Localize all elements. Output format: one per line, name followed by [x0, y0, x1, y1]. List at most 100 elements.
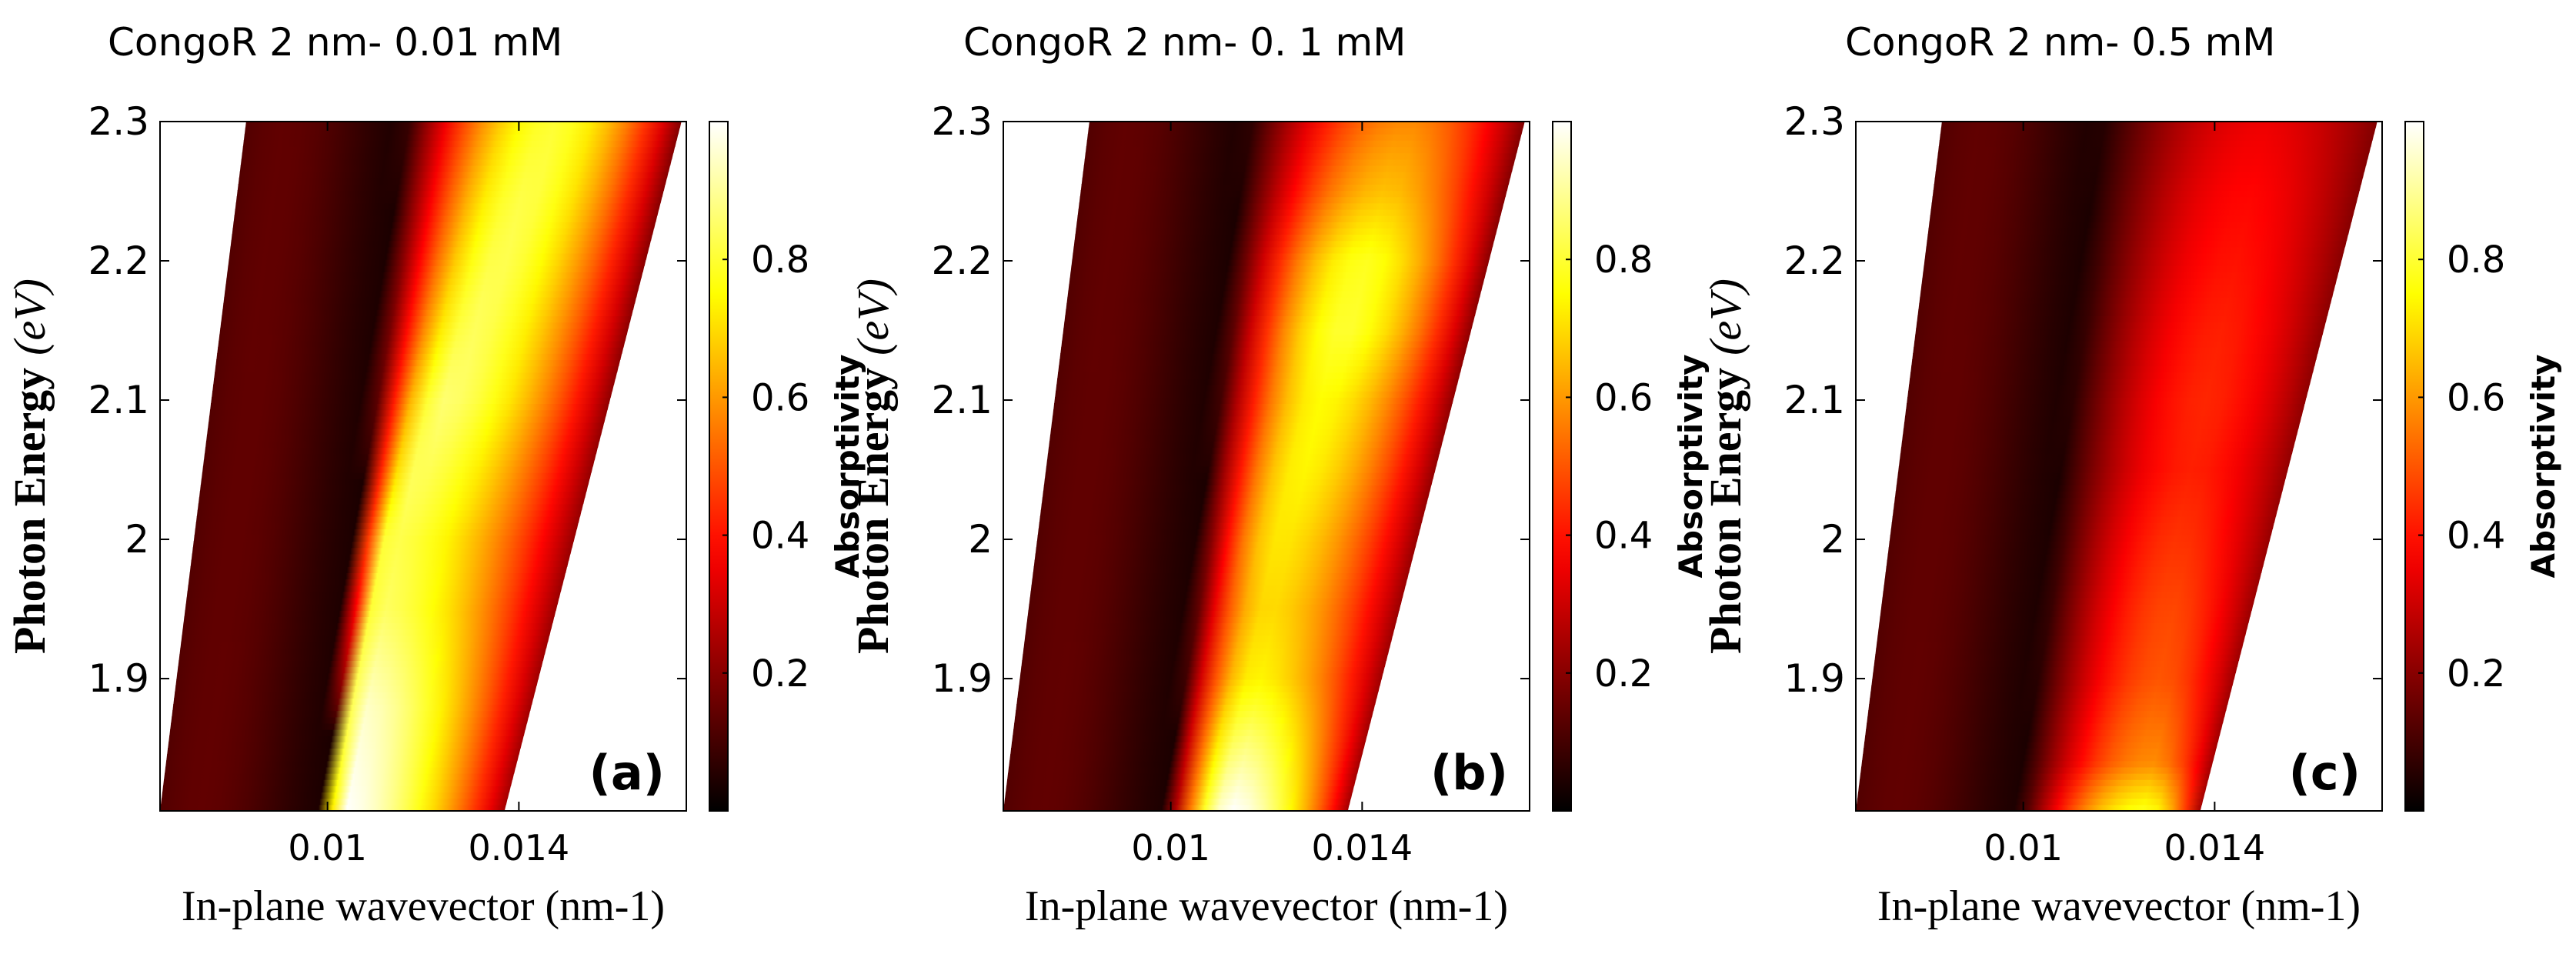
heatmap-strip: [1876, 641, 2244, 649]
heatmap-strip: [161, 798, 508, 806]
heatmap-strip: [234, 208, 659, 216]
x-tick-label: 0.01: [1984, 827, 2062, 869]
heatmap-strip: [1929, 215, 2354, 222]
heatmap-strip: [1055, 390, 1456, 398]
heatmap-strip: [1914, 334, 2323, 342]
y-tick-label: 2: [1820, 517, 1845, 562]
heatmap-strip: [1866, 722, 2223, 730]
heatmap-strip: [1902, 434, 2297, 442]
heatmap-strip: [232, 221, 656, 228]
y-axis-label-unit: (eV): [848, 279, 898, 355]
y-axis-label-unit: (eV): [5, 279, 55, 355]
heatmap-strip: [1904, 422, 2301, 429]
heatmap-strip: [1890, 522, 2274, 529]
heatmap-strip: [214, 372, 618, 379]
x-axis-label: In-plane wavevector (nm-1): [1025, 882, 1508, 930]
heatmap-strip: [1046, 459, 1438, 467]
heatmap-strip: [1011, 741, 1366, 749]
heatmap-strip: [194, 528, 577, 536]
heatmap-strip: [1892, 509, 2278, 517]
heatmap-strip: [165, 760, 518, 768]
heatmap-strip: [195, 522, 579, 529]
heatmap-strip: [1890, 528, 2273, 536]
heatmap-strip: [1931, 196, 2358, 204]
heatmap-strip: [1054, 396, 1454, 405]
heatmap: [1003, 121, 1525, 812]
heatmap-strip: [1021, 660, 1386, 668]
heatmap-strip: [1877, 629, 2247, 636]
heatmap-strip: [209, 409, 608, 417]
heatmap-strip: [1063, 328, 1472, 335]
heatmap-strip: [238, 177, 667, 185]
heatmap-strip: [211, 396, 611, 405]
heatmap-strip: [1018, 685, 1380, 692]
heatmap-strip: [185, 597, 559, 605]
heatmap-strip: [1023, 647, 1390, 655]
heatmap-strip: [1078, 202, 1504, 210]
heatmap-strip: [207, 428, 603, 435]
heatmap-strip: [1079, 190, 1507, 198]
heatmap-strip: [1044, 472, 1435, 479]
heatmap-strip: [1012, 735, 1367, 742]
y-tick-label: 2.1: [1784, 378, 1845, 422]
heatmap-strip: [1907, 390, 2308, 398]
heatmap-strip: [221, 315, 632, 323]
heatmap-strip: [1858, 785, 2207, 793]
heatmap-strip: [1913, 346, 2320, 354]
heatmap-strip: [1066, 296, 1480, 304]
heatmap-strip: [231, 234, 653, 242]
heatmap-strip: [1059, 352, 1466, 361]
heatmap-strip: [195, 515, 581, 523]
heatmap-strip: [235, 202, 661, 210]
y-tick-label: 2.3: [1784, 99, 1845, 144]
colorbar: [1552, 121, 1572, 812]
heatmap-strip: [1075, 227, 1498, 235]
heatmap-strip: [1894, 491, 2283, 499]
heatmap-strip: [1036, 541, 1417, 549]
heatmap-strip: [199, 484, 589, 492]
heatmap-strip: [1086, 133, 1522, 141]
heatmap-strip: [229, 252, 648, 260]
heatmap-strip: [1917, 309, 2330, 317]
heatmap-strip: [1891, 515, 2277, 523]
y-axis-label: Photon Energy (eV): [1700, 279, 1750, 654]
heatmap-strip: [1869, 697, 2230, 705]
heatmap-strip: [1897, 472, 2287, 479]
panel-label: (a): [589, 745, 665, 801]
heatmap-strip: [200, 478, 590, 485]
heatmap-strip: [1898, 459, 2291, 467]
heatmap-strip: [1870, 685, 2233, 692]
colorbar-tick-label: 0.2: [1594, 652, 1653, 695]
heatmap-strip: [1050, 428, 1446, 435]
y-axis-label-main: Photon Energy: [5, 368, 55, 654]
heatmap-strip: [172, 710, 531, 718]
heatmap-strip: [209, 415, 606, 423]
heatmap-strip: [1073, 246, 1493, 254]
heatmap-strip: [1053, 409, 1451, 417]
heatmap-strip: [172, 704, 532, 712]
heatmap-strip: [1927, 234, 2349, 242]
heatmap-strip: [1864, 741, 2218, 749]
heatmap-strip: [174, 691, 536, 699]
heatmap-strip: [1065, 309, 1477, 317]
y-axis-label-unit: (eV): [1700, 279, 1750, 355]
heatmap-strip: [1922, 271, 2339, 279]
heatmap-strip: [166, 754, 519, 762]
heatmap-strip: [1920, 284, 2336, 292]
heatmap-strip: [204, 447, 599, 455]
heatmap-strip: [1028, 603, 1401, 611]
y-tick-label: 1.9: [1784, 656, 1845, 701]
heatmap-strip: [210, 403, 609, 411]
heatmap-strip: [1069, 271, 1487, 279]
colorbar-tick-label: 0.8: [1594, 239, 1653, 282]
heatmap-strip: [1056, 384, 1457, 392]
heatmap-strip: [1032, 572, 1410, 580]
heatmap-strip: [1861, 760, 2214, 768]
heatmap-strip: [199, 491, 587, 499]
heatmap-strip: [1013, 722, 1370, 730]
heatmap-strip: [1926, 240, 2347, 248]
heatmap-strip: [1935, 165, 2367, 172]
heatmap-strip: [224, 290, 639, 298]
x-tick-label: 0.014: [2164, 827, 2266, 869]
heatmap-strip: [171, 716, 529, 724]
